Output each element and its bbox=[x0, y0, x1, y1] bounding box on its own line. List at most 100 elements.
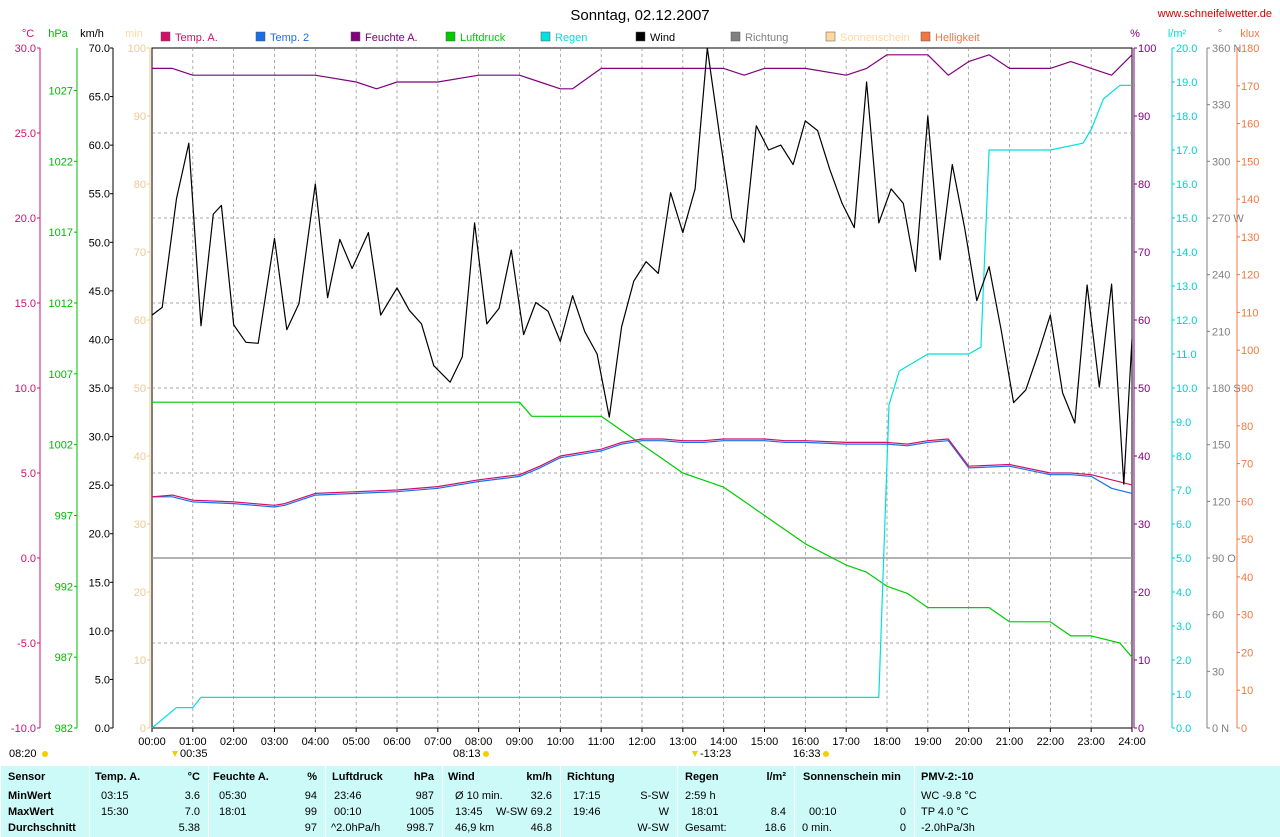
light-tick-label: 50 bbox=[1241, 534, 1253, 546]
left-axes: 30.0 25.0 20.0 15.0 10.0 5.0 0.0 -5.0 -10.0 1027 1… bbox=[11, 43, 151, 735]
x-tick-label: 14:00 bbox=[710, 736, 738, 748]
legend-swatch bbox=[540, 31, 551, 42]
direction-tick-label: 180 S bbox=[1212, 383, 1241, 395]
legend-swatch bbox=[445, 31, 456, 42]
rain-tick-label: 3.0 bbox=[1176, 621, 1191, 633]
series-line bbox=[152, 440, 1133, 508]
x-tick-label: 16:00 bbox=[792, 736, 820, 748]
sun-tick-label: 50 bbox=[134, 383, 146, 395]
rain-tick-label: 15.0 bbox=[1176, 213, 1197, 225]
pressure-unit-label: hPa bbox=[48, 28, 68, 40]
rain-tick-label: 18.0 bbox=[1176, 111, 1197, 123]
sun-unit-label: min bbox=[125, 28, 143, 40]
pmv-dewpoint: TP 4.0 °C bbox=[921, 806, 969, 818]
summary-header-sun: Sonnenschein min bbox=[803, 771, 901, 783]
site-link[interactable]: www.schneifelwetter.de bbox=[1157, 8, 1272, 20]
x-tick-label: 02:00 bbox=[220, 736, 248, 748]
pressure-tick-label: 992 bbox=[55, 581, 73, 593]
rain-max-value: 8.4 bbox=[770, 806, 786, 818]
sun-tick-label: 60 bbox=[134, 315, 146, 327]
wind-tick-label: 40.0 bbox=[89, 334, 110, 346]
summary-unit-wind: km/h bbox=[526, 771, 552, 783]
humidity-tick-label: 60 bbox=[1138, 315, 1150, 327]
sun-tick-label: 100 bbox=[128, 43, 146, 55]
light-unit-label: klux bbox=[1240, 28, 1260, 40]
rain-tick-label: 1.0 bbox=[1176, 689, 1191, 701]
rain-tick-label: 13.0 bbox=[1176, 281, 1197, 293]
wind-tick-label: 20.0 bbox=[89, 529, 110, 541]
summary-header-direction: Richtung bbox=[567, 771, 615, 783]
summary-unit-humidity: % bbox=[307, 771, 317, 783]
x-tick-label: 24:00 bbox=[1118, 736, 1146, 748]
wind-max-time: 13:45 bbox=[455, 806, 483, 818]
temp-tick-label: -10.0 bbox=[11, 723, 36, 735]
legend-swatch bbox=[255, 31, 266, 42]
marker2-label: 08:13 bbox=[453, 748, 481, 760]
plot-grid bbox=[152, 48, 1132, 728]
light-tick-label: 0 bbox=[1241, 723, 1247, 735]
temp-max-time: 15:30 bbox=[101, 806, 129, 818]
temp-tick-label: 20.0 bbox=[15, 213, 36, 225]
temp-tick-label: 15.0 bbox=[15, 298, 36, 310]
direction-tick-label: 240 bbox=[1212, 270, 1230, 282]
light-tick-label: 180 bbox=[1241, 43, 1259, 55]
pressure-min-value: 987 bbox=[415, 790, 434, 802]
sun-tick-label: 10 bbox=[134, 655, 146, 667]
light-tick-label: 120 bbox=[1241, 270, 1259, 282]
right-axes: 100908070605040302010020.019.018.017.016… bbox=[1133, 43, 1259, 735]
light-tick-label: 130 bbox=[1241, 232, 1259, 244]
chart-legend: Temp. A. Temp. 2 Feuchte A. Luftdruck Regen W… bbox=[160, 31, 980, 44]
x-tick-label: 09:00 bbox=[506, 736, 534, 748]
temp-avg-value: 5.38 bbox=[178, 822, 200, 834]
x-axis: 00:00 01:00 02:00 03:00 04:00 05:00 06:00 07:00… bbox=[138, 728, 1146, 748]
series-line bbox=[152, 54, 1133, 90]
rain-tick-label: 14.0 bbox=[1176, 247, 1197, 259]
rain-tick-label: 19.0 bbox=[1176, 77, 1197, 89]
weather-chart: Sonntag, 02.12.2007 www.schneifelwetter.… bbox=[9, 7, 1272, 760]
sun-total-label: 0 min. bbox=[802, 822, 832, 834]
legend-swatch bbox=[635, 31, 646, 42]
direction-tick-label: 150 bbox=[1212, 440, 1230, 452]
direction-max-value: W bbox=[658, 806, 669, 818]
light-tick-label: 70 bbox=[1241, 459, 1253, 471]
humidity-avg-value: 97 bbox=[304, 822, 317, 834]
humidity-tick-label: 30 bbox=[1138, 519, 1150, 531]
rain-total-value: 18.6 bbox=[764, 822, 786, 834]
temp-tick-label: 30.0 bbox=[15, 43, 36, 55]
summary-header-temp: Temp. A. bbox=[95, 771, 141, 783]
sun-max-time: 00:10 bbox=[809, 806, 837, 818]
event-markers: 08:20 00:35 08:13 -13:23 16:33 bbox=[9, 748, 829, 760]
sun-tick-label: 20 bbox=[134, 587, 146, 599]
pmv-windchill: WC -9.8 °C bbox=[921, 790, 977, 802]
humidity-tick-label: 50 bbox=[1138, 383, 1150, 395]
legend-swatch bbox=[350, 31, 361, 42]
wind-tick-label: 70.0 bbox=[89, 43, 110, 55]
sunset-icon bbox=[823, 751, 829, 757]
summary-col-wind: Wind km/h Ø 10 min. 32.6 13:45 W-SW 69.2… bbox=[442, 766, 560, 837]
rain-duration: 2:59 h bbox=[685, 790, 716, 802]
x-tick-label: 13:00 bbox=[669, 736, 697, 748]
temp-tick-label: -5.0 bbox=[17, 638, 36, 650]
humidity-tick-label: 0 bbox=[1138, 723, 1144, 735]
direction-tick-label: 30 bbox=[1212, 666, 1224, 678]
direction-max-time: 19:46 bbox=[573, 806, 601, 818]
sun-tick-label: 0 bbox=[140, 723, 146, 735]
summary-col-humidity: Feuchte A. % 05:30 94 18:01 99 97 bbox=[208, 766, 325, 837]
summary-col-pmv: PMV-2:-10 WC -9.8 °C TP 4.0 °C -2.0hPa/3… bbox=[914, 766, 1280, 837]
humidity-tick-label: 20 bbox=[1138, 587, 1150, 599]
direction-tick-label: 90 O bbox=[1212, 553, 1236, 565]
sun-max-value: 0 bbox=[899, 806, 906, 818]
rain-tick-label: 0.0 bbox=[1176, 723, 1191, 735]
legend-label: Sonnenschein bbox=[840, 32, 910, 44]
wind-avg10-value: 32.6 bbox=[530, 790, 552, 802]
pressure-tick-label: 997 bbox=[55, 511, 73, 523]
rain-tick-label: 8.0 bbox=[1176, 451, 1191, 463]
x-tick-label: 03:00 bbox=[261, 736, 289, 748]
wind-max-value: W-SW 69.2 bbox=[495, 806, 552, 818]
temp-min-time: 03:15 bbox=[101, 790, 129, 802]
x-tick-label: 08:00 bbox=[465, 736, 493, 748]
direction-tick-label: 300 bbox=[1212, 156, 1230, 168]
rain-tick-label: 10.0 bbox=[1176, 383, 1197, 395]
pressure-tick-label: 987 bbox=[55, 652, 73, 664]
rain-total-label: Gesamt: bbox=[685, 822, 727, 834]
